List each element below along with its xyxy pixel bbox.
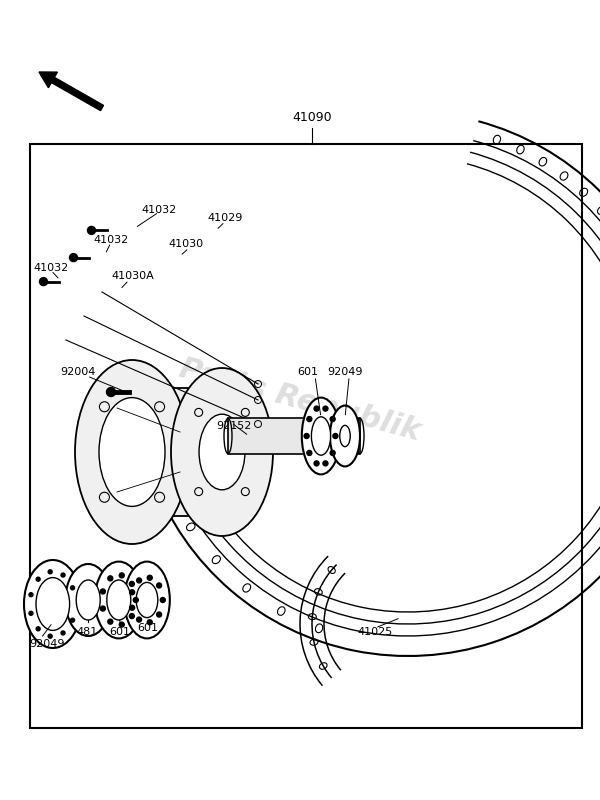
Text: 92152: 92152 [216,421,251,430]
Circle shape [29,593,33,597]
Circle shape [48,570,52,574]
Circle shape [100,589,106,594]
Ellipse shape [75,360,189,544]
Circle shape [304,434,309,438]
Circle shape [61,573,65,577]
Circle shape [157,612,161,617]
Ellipse shape [95,562,143,638]
Circle shape [314,461,319,466]
Ellipse shape [199,414,245,490]
Ellipse shape [302,398,340,474]
Ellipse shape [76,580,100,620]
Bar [108,388,228,516]
Circle shape [107,387,115,397]
Circle shape [330,417,335,422]
Circle shape [307,450,312,455]
Circle shape [119,622,124,627]
Circle shape [160,598,166,602]
Circle shape [61,631,65,635]
Text: 41025: 41025 [357,627,392,637]
Text: 601: 601 [109,627,130,637]
Circle shape [130,582,134,586]
Circle shape [119,573,124,578]
Ellipse shape [136,582,158,618]
Circle shape [137,578,142,583]
Circle shape [130,590,134,594]
Circle shape [71,586,74,590]
Ellipse shape [340,426,350,446]
Ellipse shape [36,578,70,630]
Circle shape [130,614,134,618]
Text: 41029: 41029 [207,213,242,222]
Circle shape [29,611,33,615]
Circle shape [108,576,113,581]
Text: 41032: 41032 [141,205,176,214]
Circle shape [314,406,319,411]
Ellipse shape [311,417,331,455]
Text: 92049: 92049 [29,639,64,649]
Circle shape [36,627,40,631]
Ellipse shape [24,560,82,648]
Text: 601: 601 [137,623,158,633]
Circle shape [147,575,152,580]
Text: 41032: 41032 [93,235,128,245]
Text: 601: 601 [297,367,318,377]
Circle shape [307,417,312,422]
Ellipse shape [330,406,360,466]
Text: 41030A: 41030A [111,271,154,281]
Circle shape [133,598,139,602]
Ellipse shape [171,368,273,536]
Ellipse shape [124,562,170,638]
Text: 92049: 92049 [327,367,362,377]
Text: 41090: 41090 [292,111,332,124]
Circle shape [147,620,152,625]
Ellipse shape [99,398,165,506]
Circle shape [70,254,77,262]
Circle shape [48,634,52,638]
Circle shape [333,434,338,438]
Circle shape [330,450,335,455]
Ellipse shape [65,564,111,636]
Circle shape [137,617,142,622]
Circle shape [130,606,134,610]
Text: 92004: 92004 [60,367,95,377]
Text: Parts Republik: Parts Republik [176,354,424,446]
Circle shape [323,406,328,411]
Circle shape [71,618,74,622]
Ellipse shape [107,580,131,620]
Circle shape [88,226,95,234]
Circle shape [323,461,328,466]
Circle shape [108,619,113,624]
Text: 41030: 41030 [168,239,203,249]
Text: 481: 481 [77,627,98,637]
Circle shape [100,606,106,611]
Circle shape [40,278,47,286]
FancyArrow shape [39,72,103,110]
Bar [228,418,360,454]
Text: 41032: 41032 [33,263,68,273]
Circle shape [157,583,161,588]
Bar [30,144,582,728]
Circle shape [36,577,40,581]
